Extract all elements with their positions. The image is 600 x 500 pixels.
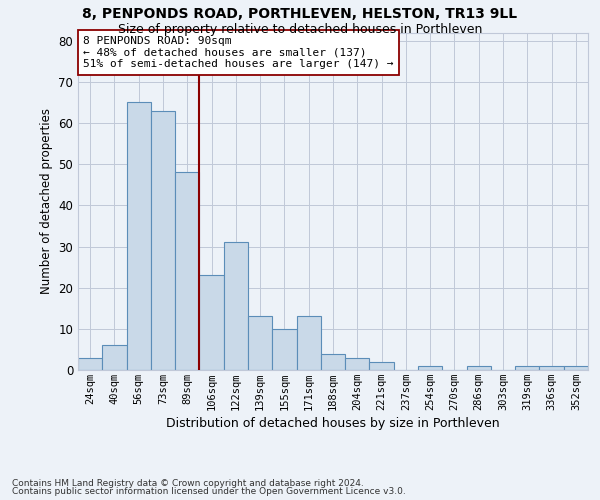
Text: Contains public sector information licensed under the Open Government Licence v3: Contains public sector information licen… bbox=[12, 487, 406, 496]
Bar bbox=[102, 346, 127, 370]
Bar bbox=[515, 366, 539, 370]
Bar bbox=[199, 276, 224, 370]
Bar bbox=[345, 358, 370, 370]
Bar bbox=[175, 172, 199, 370]
Bar bbox=[248, 316, 272, 370]
Bar bbox=[564, 366, 588, 370]
Bar bbox=[321, 354, 345, 370]
Text: Size of property relative to detached houses in Porthleven: Size of property relative to detached ho… bbox=[118, 22, 482, 36]
Bar bbox=[224, 242, 248, 370]
Text: Contains HM Land Registry data © Crown copyright and database right 2024.: Contains HM Land Registry data © Crown c… bbox=[12, 478, 364, 488]
Bar bbox=[467, 366, 491, 370]
Bar bbox=[78, 358, 102, 370]
Bar bbox=[296, 316, 321, 370]
Bar bbox=[370, 362, 394, 370]
Bar bbox=[418, 366, 442, 370]
Bar bbox=[151, 110, 175, 370]
Text: 8, PENPONDS ROAD, PORTHLEVEN, HELSTON, TR13 9LL: 8, PENPONDS ROAD, PORTHLEVEN, HELSTON, T… bbox=[82, 8, 518, 22]
Bar bbox=[539, 366, 564, 370]
X-axis label: Distribution of detached houses by size in Porthleven: Distribution of detached houses by size … bbox=[166, 417, 500, 430]
Y-axis label: Number of detached properties: Number of detached properties bbox=[40, 108, 53, 294]
Bar bbox=[127, 102, 151, 370]
Text: 8 PENPONDS ROAD: 90sqm
← 48% of detached houses are smaller (137)
51% of semi-de: 8 PENPONDS ROAD: 90sqm ← 48% of detached… bbox=[83, 36, 394, 69]
Bar bbox=[272, 329, 296, 370]
